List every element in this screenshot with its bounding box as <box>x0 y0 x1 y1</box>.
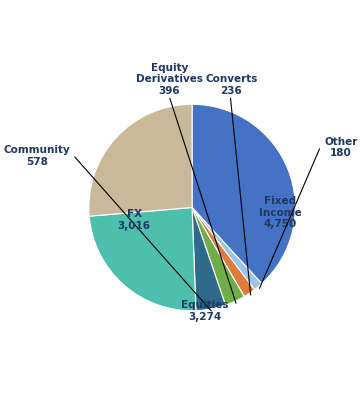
Text: Other
180: Other 180 <box>324 137 358 159</box>
Wedge shape <box>89 104 192 216</box>
Wedge shape <box>192 208 262 290</box>
Wedge shape <box>192 104 295 284</box>
Wedge shape <box>89 208 196 311</box>
Wedge shape <box>192 208 254 297</box>
Text: Equity
Derivatives
396: Equity Derivatives 396 <box>136 63 203 96</box>
Wedge shape <box>192 208 226 311</box>
Wedge shape <box>192 208 244 305</box>
Text: Converts
236: Converts 236 <box>205 74 257 96</box>
Text: Fixed
Income
4,750: Fixed Income 4,750 <box>259 196 302 229</box>
Text: Community
578: Community 578 <box>4 145 70 167</box>
Text: Equities
3,274: Equities 3,274 <box>181 300 228 322</box>
Text: FX
3,016: FX 3,016 <box>118 209 151 231</box>
